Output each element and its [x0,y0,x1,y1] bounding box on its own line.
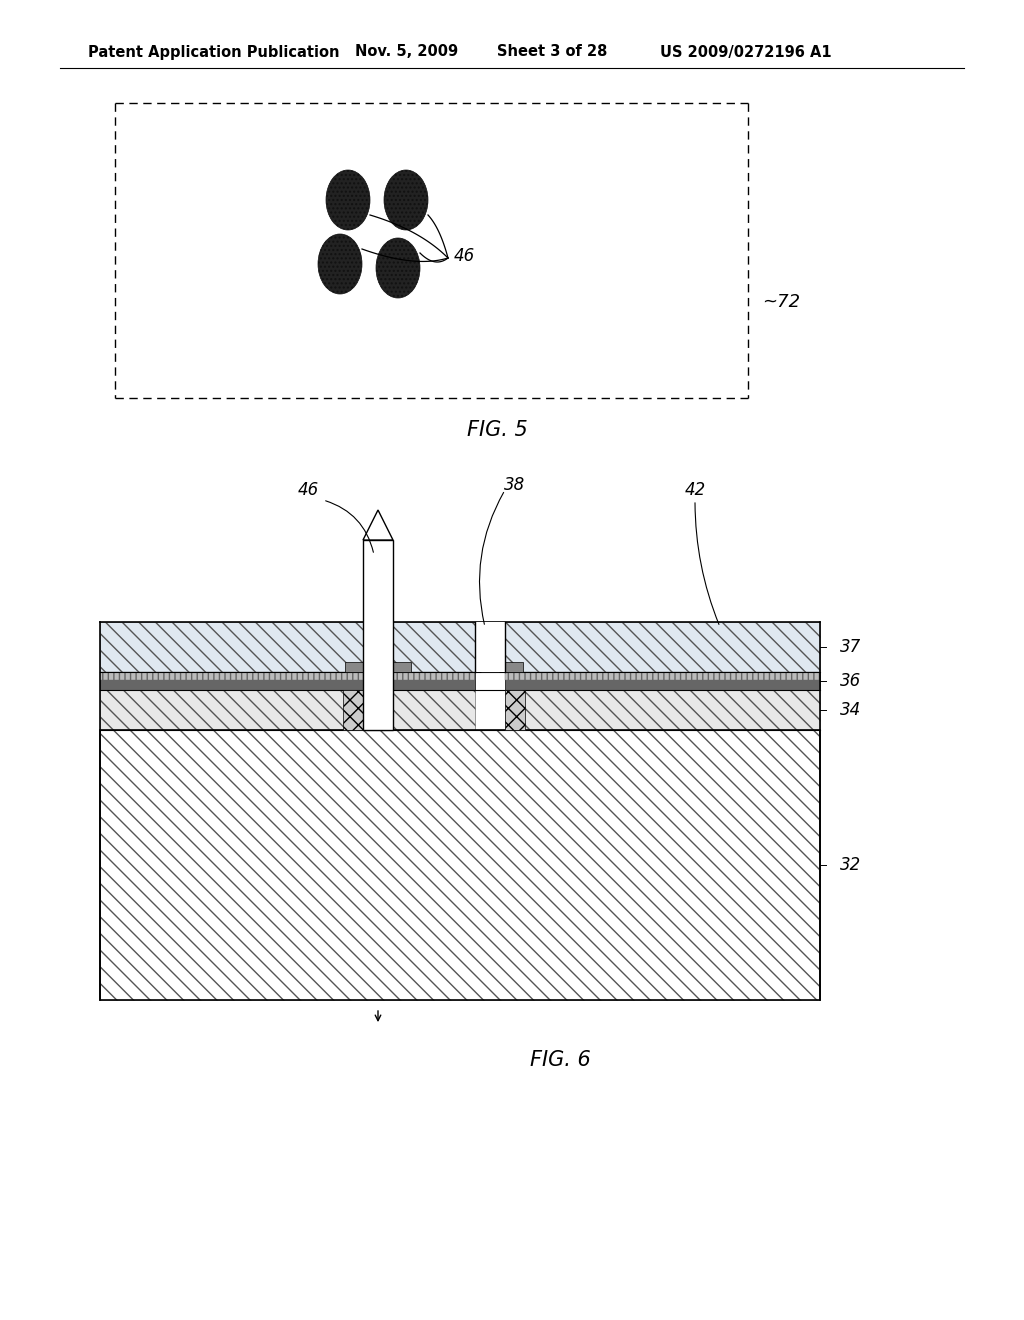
Ellipse shape [318,234,362,294]
Bar [100,730,820,1001]
Bar [343,690,362,730]
Ellipse shape [326,170,370,230]
Text: FIG. 5: FIG. 5 [467,420,527,440]
Text: 46: 46 [454,247,475,265]
Bar [505,690,525,730]
Bar [100,622,362,672]
Text: 34: 34 [840,701,861,719]
Bar [481,663,499,672]
Text: Nov. 5, 2009: Nov. 5, 2009 [355,45,458,59]
Bar [393,622,820,672]
Text: 37: 37 [840,638,861,656]
Bar [505,672,820,690]
Text: Patent Application Publication: Patent Application Publication [88,45,340,59]
Bar [100,672,362,680]
Text: 42: 42 [684,480,706,499]
Bar [505,663,523,672]
Bar [475,622,505,672]
Text: 46: 46 [297,480,318,499]
Text: Sheet 3 of 28: Sheet 3 of 28 [497,45,607,59]
Bar [393,672,475,690]
Bar [505,672,820,680]
Bar [362,540,393,730]
Bar [345,663,362,672]
Bar [100,672,362,690]
Bar [393,672,475,680]
Bar [505,690,820,730]
Ellipse shape [384,170,428,230]
Text: 38: 38 [505,477,525,494]
Text: 36: 36 [840,672,861,690]
Text: US 2009/0272196 A1: US 2009/0272196 A1 [660,45,831,59]
Bar [393,663,411,672]
Text: FIG. 6: FIG. 6 [529,1049,591,1071]
Bar [393,690,475,730]
Polygon shape [362,510,393,540]
Ellipse shape [376,238,420,298]
Bar [100,690,362,730]
Text: ~72: ~72 [762,293,800,312]
Text: 32: 32 [840,855,861,874]
Bar [100,730,820,1001]
